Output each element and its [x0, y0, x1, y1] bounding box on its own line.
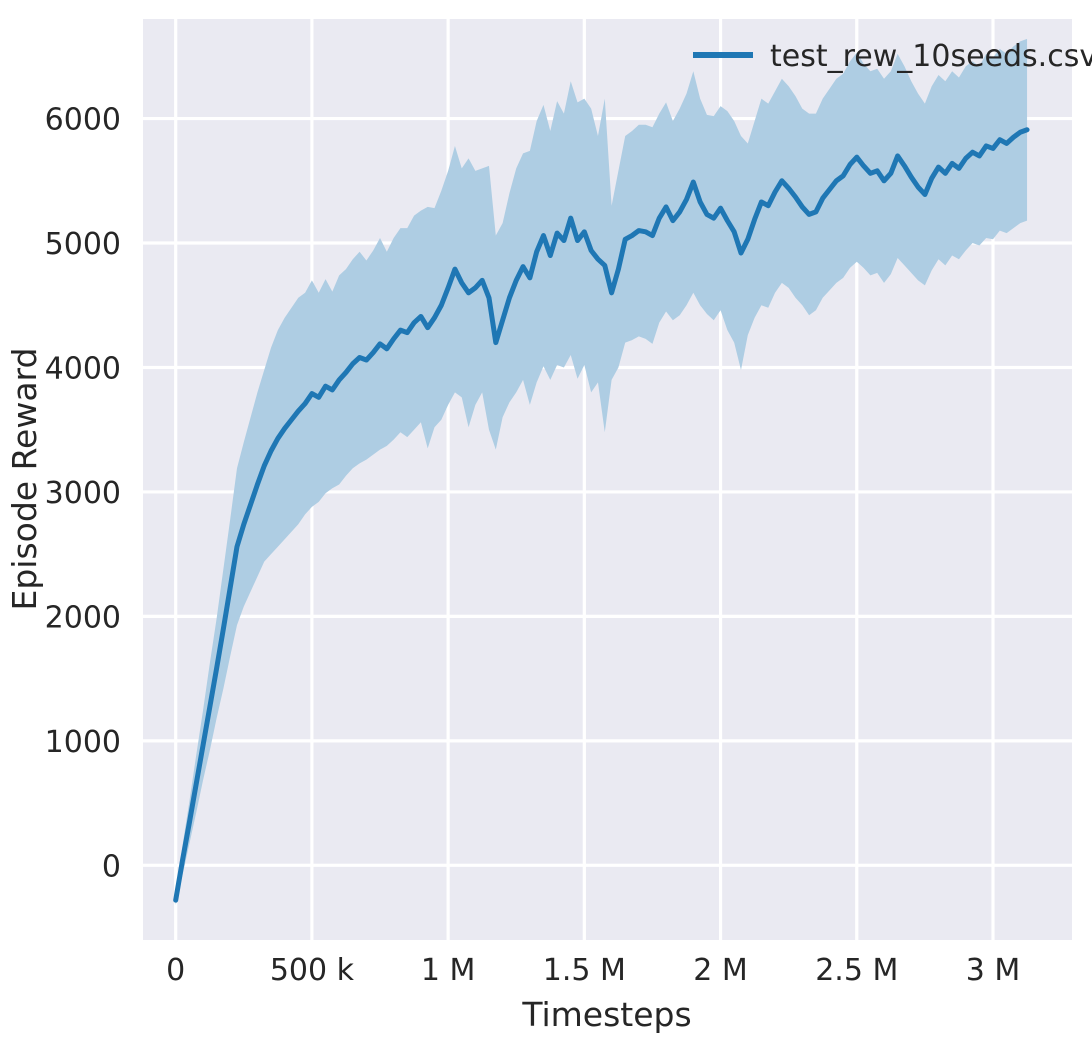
x-tick-label: 500 k [270, 953, 355, 988]
x-tick-label: 2.5 M [815, 953, 898, 988]
x-tick-label: 0 [166, 953, 185, 988]
legend-entry-label: test_rew_10seeds.csv [770, 39, 1092, 74]
x-tick-label: 2 M [693, 953, 748, 988]
x-tick-label: 1.5 M [543, 953, 626, 988]
x-tick-label: 1 M [421, 953, 476, 988]
y-tick-label: 0 [102, 849, 121, 884]
legend: test_rew_10seeds.csv [693, 39, 1092, 74]
x-tick-label: 3 M [966, 953, 1021, 988]
y-tick-labels: 0 1000 2000 3000 4000 5000 6000 [45, 103, 121, 885]
mean-reward-line [173, 127, 1030, 903]
y-axis-title: Episode Reward [5, 348, 44, 611]
x-axis-title: Timesteps [521, 995, 691, 1034]
y-tick-label: 4000 [45, 351, 121, 386]
y-tick-label: 5000 [45, 227, 121, 262]
y-tick-label: 1000 [45, 725, 121, 760]
y-tick-label: 3000 [45, 476, 121, 511]
y-tick-label: 6000 [45, 103, 121, 138]
y-tick-label: 2000 [45, 600, 121, 635]
x-tick-labels: 0 500 k 1 M 1.5 M 2 M 2.5 M 3 M [166, 953, 1020, 988]
std-deviation-band [175, 38, 1028, 906]
